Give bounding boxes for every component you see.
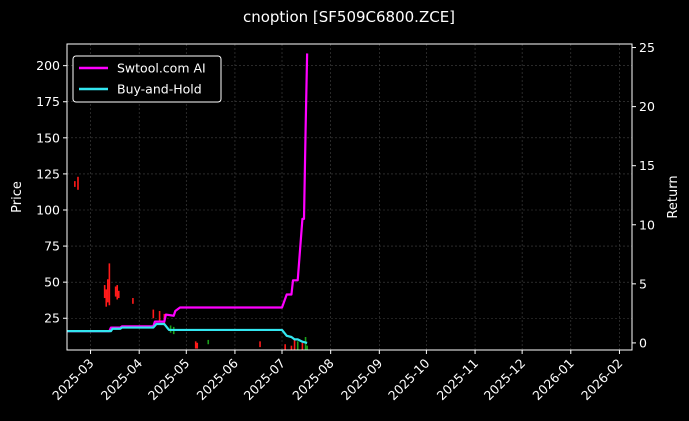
- legend: Swtool.com AI Buy-and-Hold: [72, 55, 222, 103]
- y-tick-label: 175: [36, 94, 60, 109]
- candle: [284, 344, 286, 350]
- candle: [196, 342, 199, 349]
- candle: [132, 298, 134, 304]
- y-tick-label: 25: [44, 311, 60, 326]
- candle: [194, 341, 197, 349]
- candle: [301, 342, 304, 350]
- candle: [108, 263, 111, 306]
- y-axis-ticks: 25 50 75 100 125 150 175 200: [36, 58, 67, 326]
- legend-box: [72, 55, 222, 103]
- y2-axis-label: Return: [666, 175, 681, 218]
- candle: [158, 311, 161, 322]
- candle: [116, 285, 119, 300]
- y2-tick-label: 0: [639, 335, 647, 350]
- candle: [105, 289, 108, 307]
- y-tick-label: 100: [36, 202, 60, 217]
- grid-lines: [67, 44, 632, 350]
- candle: [114, 286, 117, 297]
- legend-label-ai: Swtool.com AI: [117, 61, 206, 76]
- candle: [207, 339, 210, 345]
- candle: [306, 345, 308, 350]
- plot-frame: [66, 43, 633, 351]
- candle: [293, 338, 296, 350]
- y-tick-label: 50: [44, 275, 60, 290]
- candle: [107, 279, 109, 303]
- candle: [259, 341, 261, 348]
- candle: [152, 309, 155, 319]
- series-lines: [67, 53, 309, 344]
- y2-axis-ticks: 0 5 10 15 20 25: [632, 40, 655, 350]
- candle: [296, 341, 299, 350]
- candle: [290, 345, 293, 350]
- candle: [74, 181, 76, 187]
- series-line-hold: [67, 322, 308, 344]
- y2-tick-label: 15: [639, 158, 655, 173]
- chart-title: cnoption [SF509C6800.ZCE]: [243, 8, 455, 26]
- y-tick-label: 75: [44, 239, 60, 254]
- y2-tick-label: 5: [639, 276, 647, 291]
- y-tick-label: 200: [36, 58, 60, 73]
- y2-tick-label: 20: [639, 99, 655, 114]
- legend-label-hold: Buy-and-Hold: [117, 82, 202, 97]
- y2-tick-label: 25: [639, 40, 655, 55]
- y2-tick-label: 10: [639, 217, 655, 232]
- y-axis-label: Price: [10, 181, 25, 213]
- candle: [117, 290, 120, 299]
- candle: [77, 176, 79, 190]
- y-tick-label: 150: [36, 130, 60, 145]
- candle: [103, 285, 106, 299]
- y-tick-label: 125: [36, 166, 60, 181]
